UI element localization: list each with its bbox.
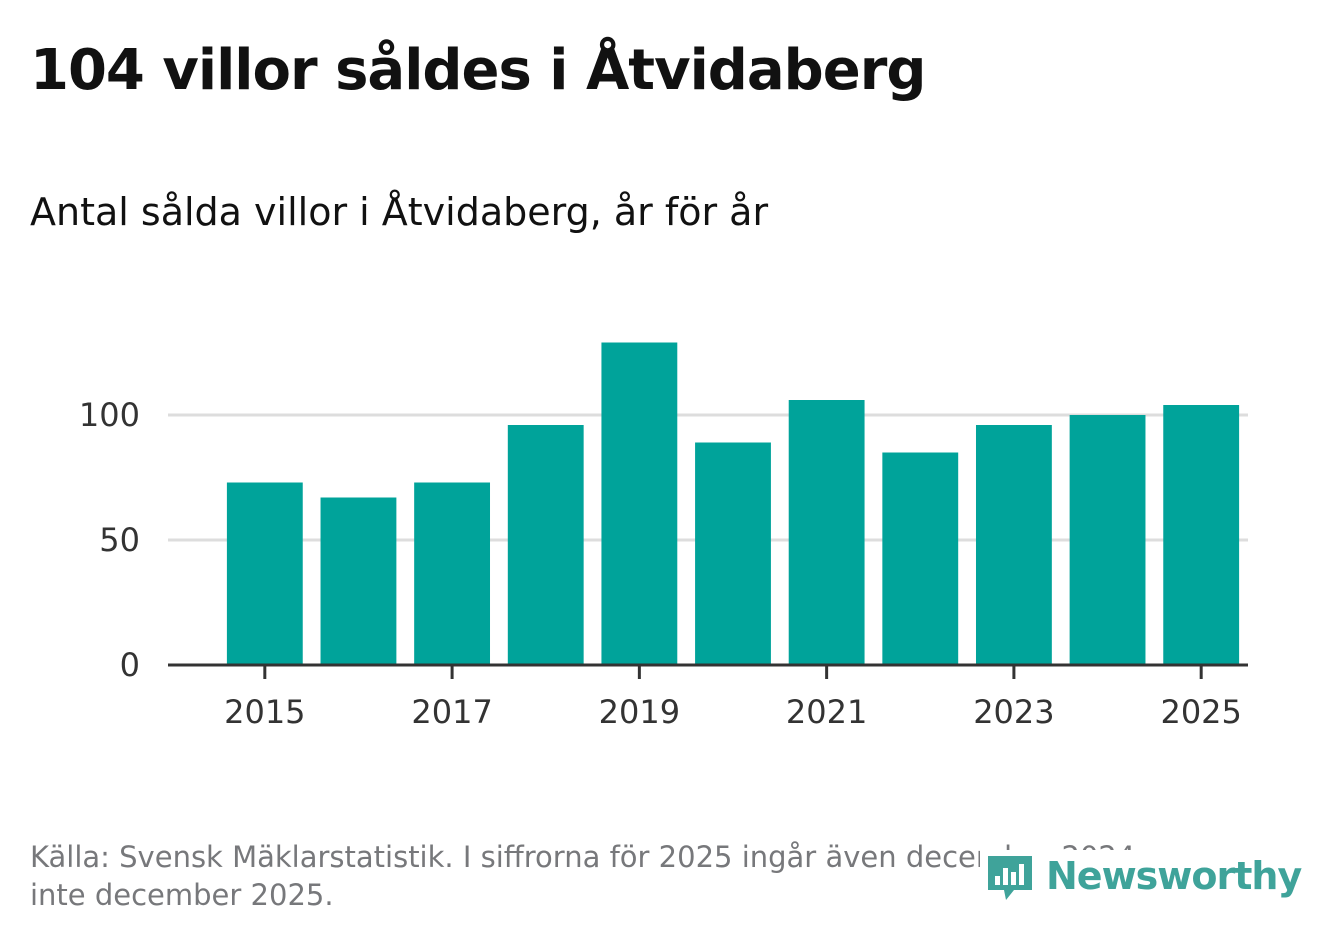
x-tick-label: 2023 [973, 693, 1054, 731]
bar-2017 [414, 482, 491, 665]
y-tick-label: 100 [79, 396, 140, 434]
y-tick-label: 0 [120, 646, 140, 684]
bar-2021 [788, 400, 865, 665]
bars [226, 342, 1240, 665]
bar-2022 [882, 452, 959, 665]
x-tick-label: 2019 [599, 693, 680, 731]
bar-2016 [320, 497, 397, 665]
x-tick-label: 2017 [411, 693, 492, 731]
newsworthy-chart-icon [988, 856, 1032, 900]
bar-2018 [507, 425, 584, 665]
bar-2024 [1069, 415, 1146, 665]
bar-2025 [1163, 405, 1240, 665]
newsworthy-logo: Newsworthy [980, 850, 1306, 902]
chart-title: 104 villor såldes i Åtvidaberg [30, 38, 926, 103]
bar-2015 [226, 482, 303, 665]
axes: 0 50 100 2015 2017 2019 2021 2023 2025 [79, 396, 1248, 731]
chart-subtitle: Antal sålda villor i Åtvidaberg, år för … [30, 190, 769, 234]
logo-label: Newsworthy [1046, 854, 1302, 898]
x-tick-label: 2021 [786, 693, 867, 731]
x-tick-label: 2025 [1160, 693, 1241, 731]
bar-2019 [601, 342, 678, 665]
bar-2023 [975, 425, 1052, 665]
y-tick-label: 50 [99, 521, 140, 559]
x-tick-label: 2015 [224, 693, 305, 731]
bar-2020 [695, 442, 771, 665]
